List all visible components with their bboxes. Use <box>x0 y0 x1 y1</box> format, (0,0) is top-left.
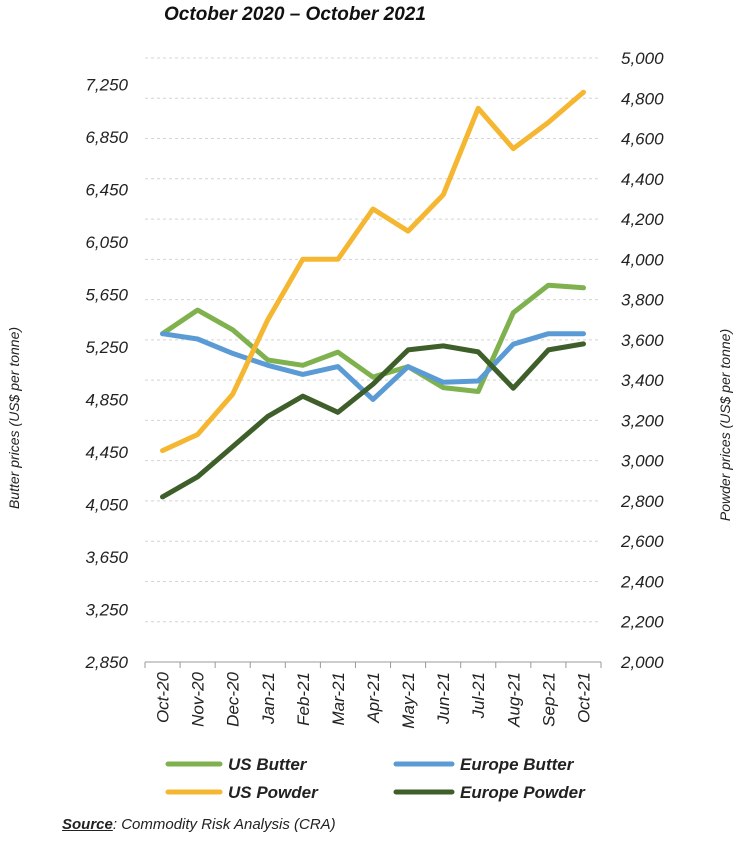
right-tick-label: 3,800 <box>621 291 664 310</box>
source-note: Source: Commodity Risk Analysis (CRA) <box>62 816 336 833</box>
series-lines <box>160 89 586 500</box>
left-tick-label: 2,850 <box>84 653 128 672</box>
x-tick-label: Nov-20 <box>189 671 208 726</box>
x-tick-label: Feb-21 <box>294 672 313 726</box>
right-axis-ticks: 5,000 4,800 4,600 4,400 4,200 4,000 3,800 3,600… <box>620 49 664 672</box>
right-tick-label: 4,800 <box>621 89 664 108</box>
series-line-europe-butter <box>160 331 586 402</box>
x-tick-label: Apr-21 <box>364 672 383 724</box>
legend-label-us-powder: US Powder <box>228 783 319 802</box>
legend-label-us-butter: US Butter <box>228 755 308 774</box>
x-tick-label: Mar-21 <box>329 672 348 726</box>
right-tick-label: 3,600 <box>621 331 664 350</box>
left-tick-label: 5,650 <box>85 285 128 304</box>
source-label: Source <box>62 816 113 833</box>
series-line-us-butter <box>160 282 586 394</box>
right-tick-label: 4,200 <box>621 210 664 229</box>
left-tick-label: 6,850 <box>85 128 128 147</box>
left-tick-label: 7,250 <box>85 75 128 94</box>
x-tick-label: Jan-21 <box>259 672 278 725</box>
line-chart: October 2020 – October 2021 7,250 6,850 6,… <box>6 4 733 802</box>
x-tick-label: Aug-21 <box>504 672 523 728</box>
left-tick-label: 3,250 <box>85 600 128 619</box>
right-tick-label: 2,400 <box>620 572 664 591</box>
x-tick-label: Oct-21 <box>574 672 593 723</box>
x-tick-label: Jul-21 <box>469 672 488 719</box>
x-tick-label: Jun-21 <box>434 672 453 725</box>
chart-title: October 2020 – October 2021 <box>164 4 426 25</box>
legend: US Butter Europe Butter US Powder Europe Po… <box>165 755 586 802</box>
left-tick-label: 4,050 <box>85 495 128 514</box>
right-tick-label: 2,800 <box>620 492 664 511</box>
x-tick-label: May-21 <box>399 672 418 729</box>
series-line-europe-powder <box>160 341 586 500</box>
right-tick-label: 2,600 <box>620 532 664 551</box>
source-text: : Commodity Risk Analysis (CRA) <box>112 816 336 833</box>
right-tick-label: 3,200 <box>621 411 664 430</box>
x-tick-label: Oct-20 <box>154 671 173 723</box>
left-axis-label: Butter prices (US$ per tonne) <box>6 327 22 509</box>
right-tick-label: 4,600 <box>621 130 664 149</box>
legend-label-europe-butter: Europe Butter <box>460 755 575 774</box>
axes <box>144 661 602 668</box>
left-tick-label: 4,850 <box>85 390 128 409</box>
x-tick-label: Dec-20 <box>224 671 243 726</box>
x-tick-label: Sep-21 <box>539 672 558 727</box>
right-tick-label: 3,000 <box>621 452 664 471</box>
right-tick-label: 4,400 <box>621 170 664 189</box>
left-axis-ticks: 7,250 6,850 6,450 6,050 5,650 5,250 4,850 4,450… <box>84 75 128 672</box>
left-tick-label: 5,250 <box>85 338 128 357</box>
left-tick-label: 3,650 <box>85 548 128 567</box>
right-tick-label: 2,200 <box>620 613 664 632</box>
left-tick-label: 4,450 <box>85 443 128 462</box>
left-tick-label: 6,050 <box>85 233 128 252</box>
right-axis-label: Powder prices (US$ per tonne) <box>717 329 733 521</box>
left-tick-label: 6,450 <box>85 180 128 199</box>
series-line-us-powder <box>160 89 586 454</box>
right-tick-label: 2,000 <box>620 653 664 672</box>
legend-label-europe-powder: Europe Powder <box>460 783 586 802</box>
right-tick-label: 3,400 <box>621 371 664 390</box>
x-axis-ticks: Oct-20 Nov-20 Dec-20 Jan-21 Feb-21 Mar-21 Apr-… <box>154 671 594 728</box>
right-tick-label: 4,000 <box>621 250 664 269</box>
right-tick-label: 5,000 <box>621 49 664 68</box>
